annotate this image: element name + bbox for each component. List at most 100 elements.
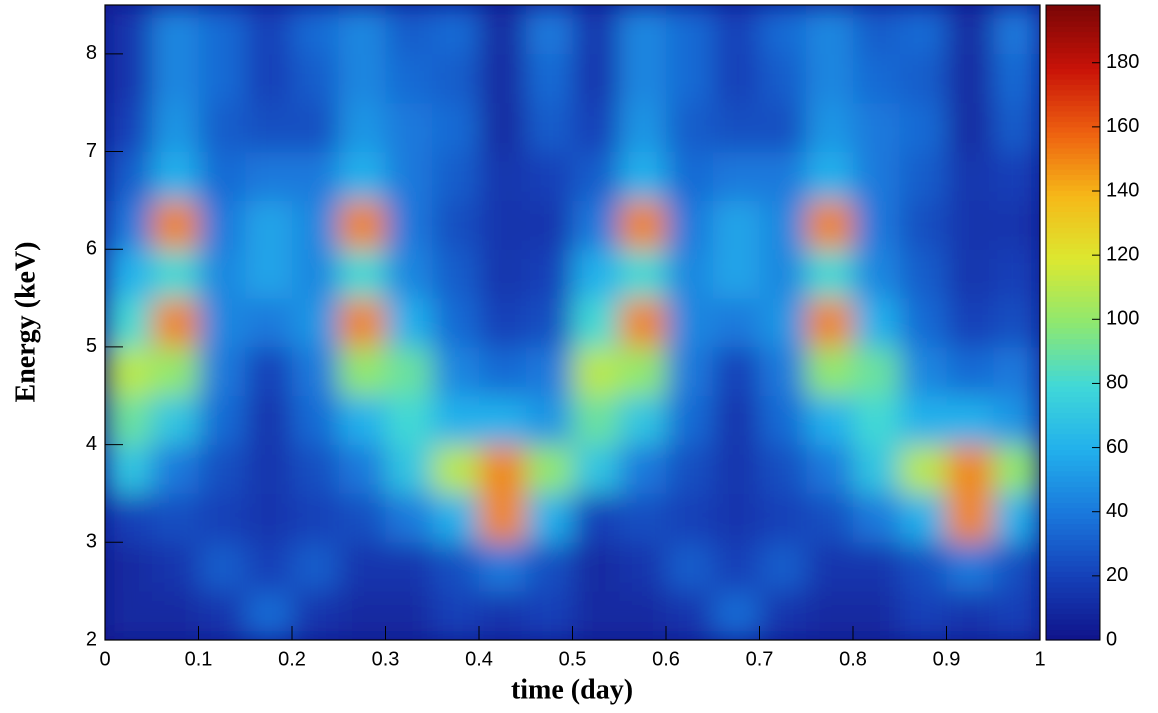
- x-tick-label: 0.6: [652, 648, 680, 670]
- heatmap-cell: [712, 200, 760, 250]
- heatmap-cell: [899, 5, 947, 55]
- colorbar-swatch: [1046, 354, 1100, 361]
- heatmap-cell: [853, 200, 901, 250]
- x-tick-label: 0.5: [559, 648, 587, 670]
- colorbar-swatch: [1046, 629, 1100, 636]
- colorbar-swatch: [1046, 296, 1100, 302]
- heatmap-cell: [619, 444, 667, 494]
- colorbar-swatch: [1046, 274, 1100, 281]
- colorbar-swatch: [1046, 285, 1100, 292]
- heatmap-cell: [245, 395, 293, 446]
- heatmap-cell: [946, 346, 994, 397]
- colorbar-tick-label: 80: [1106, 372, 1128, 394]
- heatmap-cell: [619, 395, 667, 446]
- heatmap-cell: [151, 493, 199, 543]
- heatmap-cell: [105, 200, 153, 250]
- colorbar-swatch: [1046, 359, 1100, 366]
- colorbar-swatch: [1046, 311, 1100, 318]
- heatmap-cell: [245, 298, 293, 348]
- heatmap-cell: [479, 151, 527, 201]
- heatmap-cell: [245, 200, 293, 250]
- heatmap-cell: [759, 249, 807, 299]
- x-tick-label: 0.8: [839, 648, 867, 670]
- colorbar-swatch: [1046, 486, 1100, 493]
- colorbar-swatch: [1046, 560, 1100, 567]
- heatmap-cell: [619, 591, 667, 640]
- colorbar-swatch: [1046, 63, 1100, 70]
- colorbar-swatch: [1046, 57, 1100, 64]
- heatmap-cell: [292, 53, 340, 104]
- heatmap-cell: [151, 151, 199, 201]
- heatmap-cell: [712, 151, 760, 201]
- heatmap-cell: [572, 591, 620, 640]
- colorbar-swatch: [1046, 79, 1100, 85]
- heatmap-cell: [479, 395, 527, 446]
- colorbar-swatch: [1046, 158, 1100, 165]
- colorbar-swatch: [1046, 301, 1100, 308]
- heatmap-cell: [666, 5, 714, 55]
- colorbar-swatch: [1046, 491, 1100, 498]
- heatmap-cell: [338, 200, 386, 250]
- colorbar-swatch: [1046, 195, 1100, 202]
- heatmap-cell: [245, 444, 293, 494]
- heatmap-cell: [385, 395, 433, 446]
- heatmap-cell: [151, 591, 199, 640]
- heatmap-cell: [899, 542, 947, 592]
- y-tick-label: 2: [86, 628, 97, 650]
- heatmap-cell: [946, 298, 994, 348]
- y-axis-title: Energy (keV): [10, 242, 41, 403]
- colorbar-swatch: [1046, 613, 1100, 620]
- colorbar-swatch: [1046, 163, 1100, 170]
- colorbar-swatch: [1046, 137, 1100, 144]
- heatmap-cell: [946, 151, 994, 201]
- heatmap-cell: [151, 444, 199, 494]
- colorbar-swatch: [1046, 417, 1100, 424]
- heatmap-cell: [759, 444, 807, 494]
- colorbar-swatch: [1046, 248, 1100, 255]
- colorbar-swatch: [1046, 221, 1100, 228]
- heatmap-cell: [806, 200, 854, 250]
- colorbar-swatch: [1046, 470, 1100, 477]
- heatmap-cell: [759, 493, 807, 543]
- heatmap-cell: [759, 53, 807, 104]
- heatmap-cell: [899, 200, 947, 250]
- colorbar-swatch: [1046, 52, 1100, 59]
- colorbar-swatch: [1046, 280, 1100, 287]
- heatmap-cell: [619, 298, 667, 348]
- y-tick-label: 5: [86, 335, 97, 357]
- heatmap-cell: [105, 249, 153, 299]
- heatmap-cell: [479, 5, 527, 55]
- colorbar-swatch: [1046, 433, 1100, 440]
- heatmap-cell: [759, 151, 807, 201]
- heatmap-cell: [853, 444, 901, 494]
- heatmap-cell: [338, 395, 386, 446]
- heatmap-cell: [666, 249, 714, 299]
- heatmap-cell: [432, 493, 480, 543]
- heatmap-cell: [712, 249, 760, 299]
- heatmap-cell: [479, 493, 527, 543]
- heatmap-cell: [806, 444, 854, 494]
- heatmap-cell: [292, 200, 340, 250]
- heatmap-cell: [292, 395, 340, 446]
- colorbar-swatch: [1046, 454, 1100, 461]
- colorbar-swatch: [1046, 232, 1100, 239]
- heatmap-cell: [712, 591, 760, 640]
- colorbar-swatch: [1046, 174, 1100, 181]
- colorbar-swatch: [1046, 110, 1100, 117]
- colorbar-swatch: [1046, 253, 1100, 260]
- colorbar-swatch: [1046, 401, 1100, 408]
- colorbar-swatch: [1046, 264, 1100, 271]
- x-tick-label: 1: [1034, 648, 1045, 670]
- colorbar-swatch: [1046, 423, 1100, 429]
- heatmap-cell: [198, 298, 246, 348]
- heatmap-cell: [572, 542, 620, 592]
- colorbar-swatch: [1046, 502, 1100, 509]
- heatmap-cell: [759, 395, 807, 446]
- colorbar-swatch: [1046, 571, 1100, 578]
- heatmap-cell: [385, 249, 433, 299]
- heatmap-cell: [899, 395, 947, 446]
- colorbar-swatch: [1046, 5, 1100, 11]
- heatmap-cell: [853, 346, 901, 397]
- heatmap-cell: [338, 346, 386, 397]
